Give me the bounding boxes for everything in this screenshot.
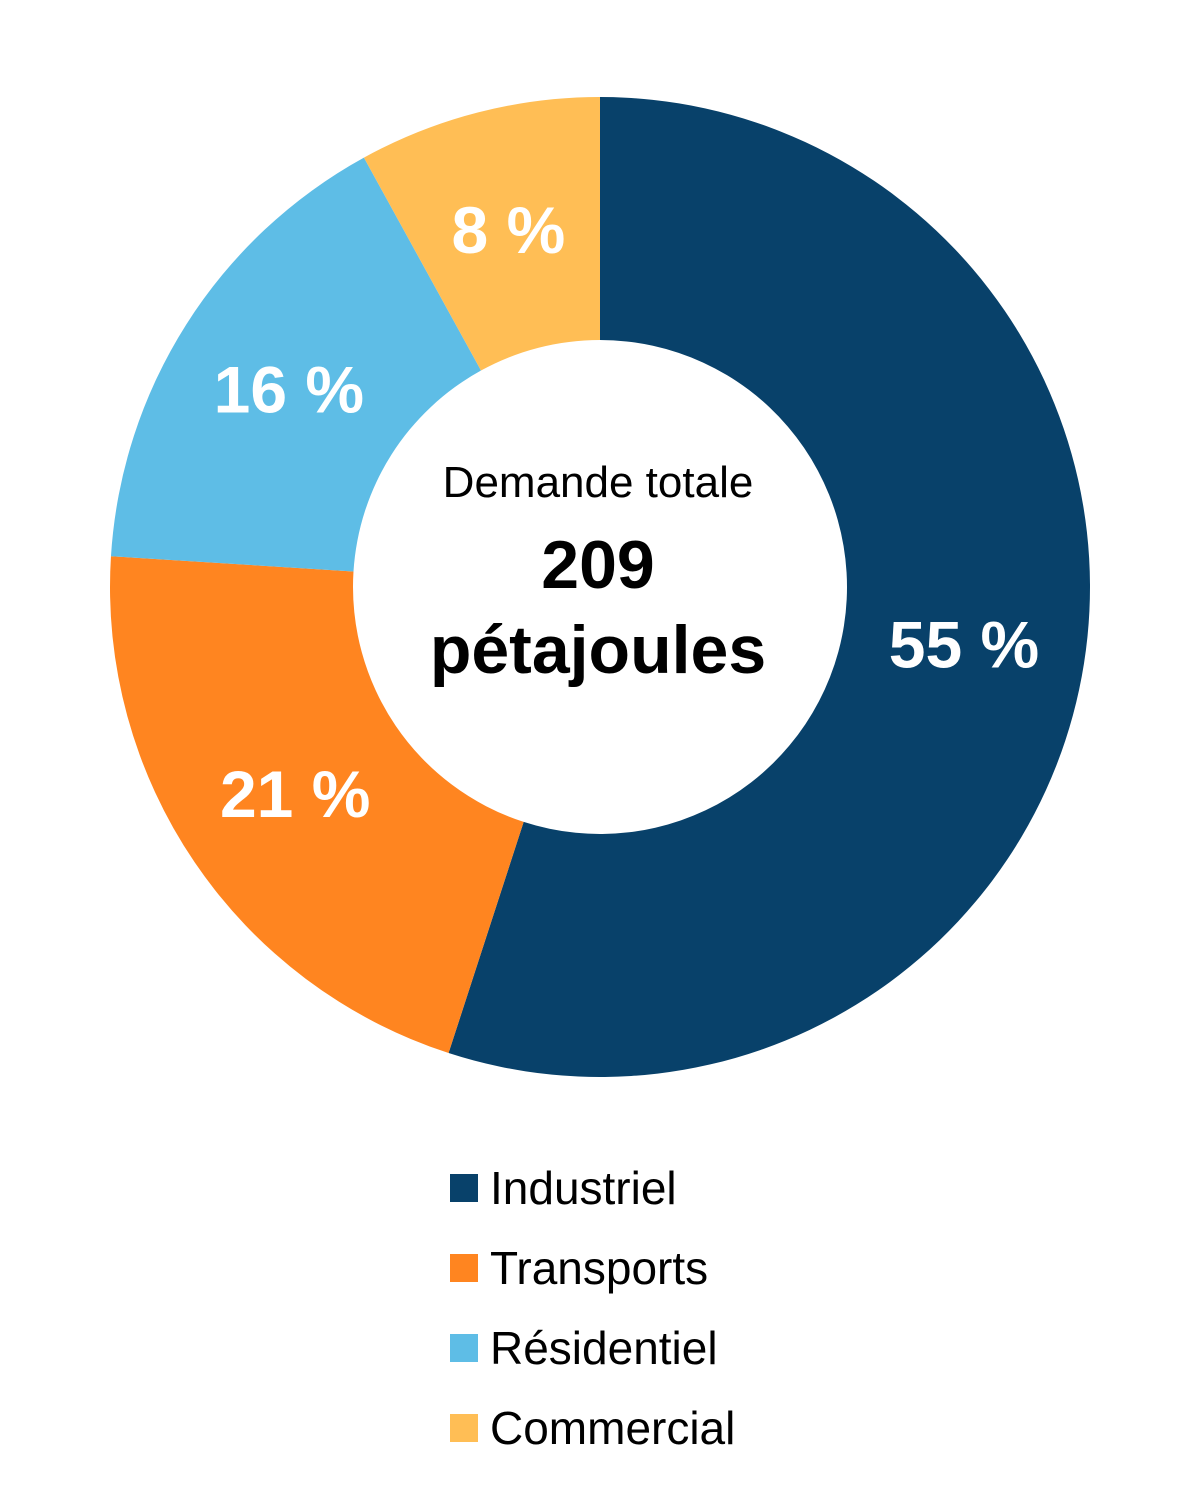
slice-industriel [448, 97, 1090, 1078]
center-caption: Demande totale [443, 458, 754, 507]
slice-value-labels: 55 % 21 % 16 % 8 % [214, 193, 1040, 831]
legend-swatch-residentiel [450, 1334, 478, 1362]
donut-slices [110, 97, 1090, 1078]
center-total-value: 209 [541, 527, 654, 603]
legend-label-commercial: Commercial [490, 1402, 736, 1454]
legend-item-residentiel: Résidentiel [450, 1308, 910, 1388]
slice-label-transports: 21 % [220, 757, 370, 831]
slice-transports [110, 556, 524, 1054]
slice-label-residentiel: 16 % [214, 353, 364, 427]
center-total-unit: pétajoules [430, 612, 766, 688]
legend-swatch-industriel [450, 1174, 478, 1202]
legend-swatch-transports [450, 1254, 478, 1282]
legend-item-industriel: Industriel [450, 1148, 910, 1228]
slice-residentiel [110, 157, 482, 572]
center-label: Demande totale 209 pétajoules [430, 458, 766, 688]
slice-label-industriel: 55 % [889, 608, 1039, 682]
legend-item-transports: Transports [450, 1228, 910, 1308]
legend-label-transports: Transports [490, 1242, 709, 1294]
legend-swatch-commercial [450, 1414, 478, 1442]
legend-label-residentiel: Résidentiel [490, 1322, 718, 1374]
slice-commercial [363, 97, 600, 371]
slice-label-commercial: 8 % [452, 193, 566, 267]
legend-item-commercial: Commercial [450, 1388, 910, 1468]
legend-label-industriel: Industriel [490, 1162, 677, 1214]
donut-chart: 55 % 21 % 16 % 8 % Demande totale 209 pétaj… [110, 97, 1090, 1078]
chart-legend: Industriel Transports Résidentiel Commer… [450, 1148, 910, 1468]
